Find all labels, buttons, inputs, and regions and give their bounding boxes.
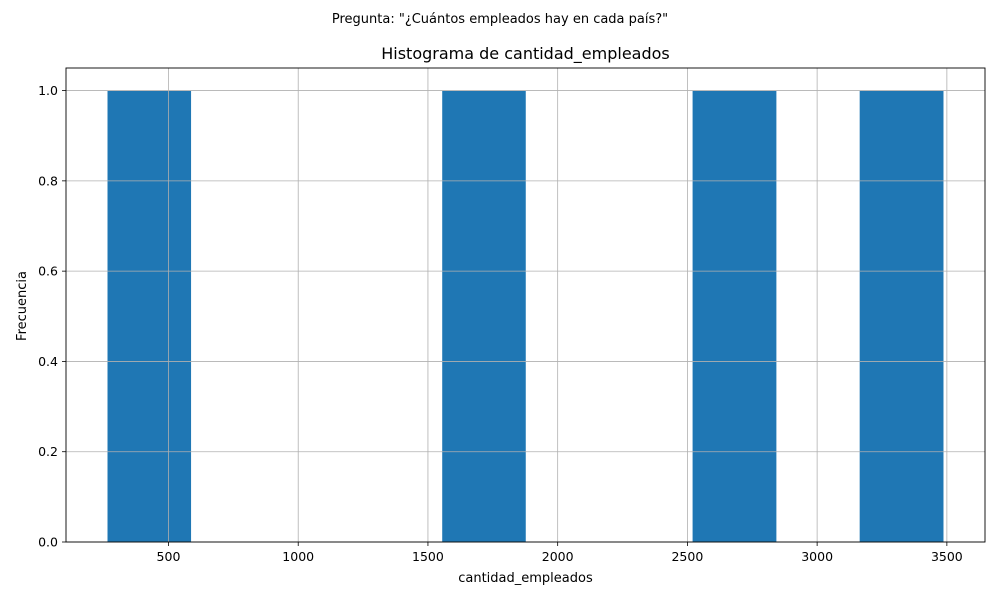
x-tick-label-4: 2000 <box>542 549 574 564</box>
axes-frame <box>65 67 986 543</box>
histogram-bar-1 <box>107 90 192 542</box>
y-tick-label-3: 0.4 <box>38 354 58 369</box>
y-tick-label-6: 1.0 <box>38 83 58 98</box>
histogram-bars <box>107 90 944 542</box>
x-tick-label-3: 1500 <box>412 549 444 564</box>
y-axis-label: Frecuencia <box>15 271 30 341</box>
y-tick-label-4: 0.6 <box>38 264 58 279</box>
chart-suptitle: Pregunta: "¿Cuántos empleados hay en cad… <box>332 12 668 27</box>
x-tick-label-1: 500 <box>157 549 181 564</box>
y-tick-label-2: 0.2 <box>38 444 58 459</box>
chart-title: Histograma de cantidad_empleados <box>381 44 670 64</box>
x-tick-label-5: 2500 <box>671 549 703 564</box>
histogram-bar-4 <box>859 90 944 542</box>
x-tick-label-2: 1000 <box>282 549 314 564</box>
plot-frame <box>65 67 986 543</box>
x-ticks: 500 1000 1500 2000 2500 3000 3500 <box>157 542 963 564</box>
x-tick-label-7: 3500 <box>931 549 963 564</box>
histogram-bar-3 <box>692 90 777 542</box>
grid-lines <box>66 68 985 543</box>
y-tick-label-1: 0.0 <box>38 535 58 550</box>
x-axis-label: cantidad_empleados <box>458 571 593 586</box>
histogram-bar-2 <box>442 90 526 542</box>
y-tick-label-5: 0.8 <box>38 173 58 188</box>
y-ticks: 0.0 0.2 0.4 0.6 0.8 1.0 <box>38 83 66 550</box>
x-tick-label-6: 3000 <box>801 549 833 564</box>
